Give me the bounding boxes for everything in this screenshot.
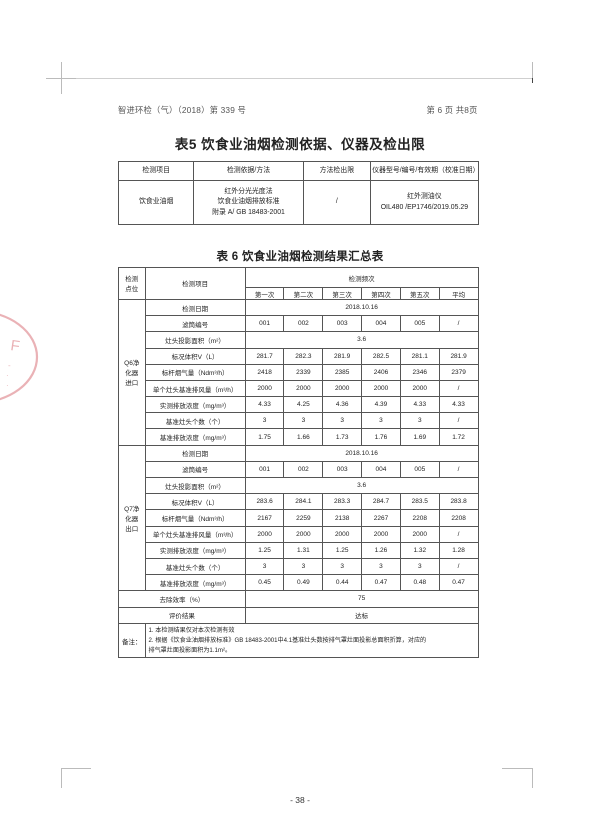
svg-text:·: · <box>6 381 9 390</box>
svg-text:·: · <box>6 371 9 380</box>
svg-text:-: - <box>8 361 11 370</box>
svg-text:F: F <box>9 337 20 355</box>
